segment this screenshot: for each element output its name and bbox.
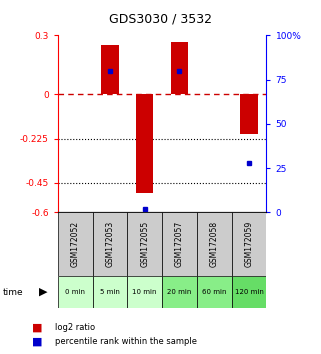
Text: GSM172057: GSM172057 [175, 221, 184, 267]
Bar [232, 276, 266, 308]
Bar [232, 212, 266, 276]
Text: 20 min: 20 min [167, 289, 192, 295]
Bar [127, 276, 162, 308]
Text: 10 min: 10 min [133, 289, 157, 295]
Bar [101, 45, 119, 95]
Bar [136, 95, 153, 193]
Text: GSM172055: GSM172055 [140, 221, 149, 267]
Text: GSM172052: GSM172052 [71, 221, 80, 267]
Text: log2 ratio: log2 ratio [55, 323, 95, 332]
Text: 120 min: 120 min [235, 289, 264, 295]
Text: 0 min: 0 min [65, 289, 85, 295]
Text: GDS3030 / 3532: GDS3030 / 3532 [109, 12, 212, 25]
Text: ▶: ▶ [39, 287, 48, 297]
Text: ■: ■ [32, 322, 43, 332]
Text: 60 min: 60 min [202, 289, 227, 295]
Bar [92, 276, 127, 308]
Bar [58, 212, 92, 276]
Bar [162, 276, 197, 308]
Bar [127, 212, 162, 276]
Text: 5 min: 5 min [100, 289, 120, 295]
Bar [58, 276, 92, 308]
Bar [240, 95, 258, 134]
Bar [197, 212, 232, 276]
Bar [92, 212, 127, 276]
Bar [171, 42, 188, 95]
Bar [162, 212, 197, 276]
Text: percentile rank within the sample: percentile rank within the sample [55, 337, 196, 346]
Bar [197, 276, 232, 308]
Text: ■: ■ [32, 337, 43, 347]
Text: GSM172059: GSM172059 [245, 221, 254, 267]
Text: GSM172058: GSM172058 [210, 221, 219, 267]
Text: time: time [3, 287, 24, 297]
Text: GSM172053: GSM172053 [105, 221, 115, 267]
